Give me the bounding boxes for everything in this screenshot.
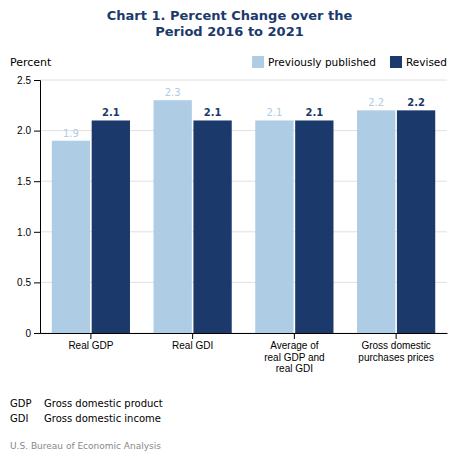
y-tick-mark (34, 181, 40, 182)
bar (295, 120, 333, 333)
y-axis: 0 0.5 1.0 1.5 2.0 2.5 (17, 75, 40, 339)
legend-swatch (252, 56, 264, 68)
grid-line (40, 80, 447, 81)
y-tick-label: 0 (25, 328, 31, 339)
footnote-text: Gross domestic product (44, 398, 163, 409)
bars (52, 100, 435, 333)
legend-item: Revised (390, 56, 447, 68)
source: U.S. Bureau of Economic Analysis (10, 441, 161, 451)
x-tick-mark (192, 333, 193, 339)
y-tick-mark (34, 333, 40, 334)
title-line: Period 2016 to 2021 (155, 24, 304, 39)
y-tick: 2.0 (17, 125, 40, 136)
y-tick: 0.5 (17, 277, 40, 288)
legend: Previously published Revised (252, 56, 447, 68)
y-tick-label: 1.0 (17, 227, 31, 238)
footnotes: GDP Gross domestic product GDI Gross domest… (10, 398, 163, 424)
y-tick-mark (34, 282, 40, 283)
data-label: 2.2 (368, 97, 384, 108)
y-tick: 0 (25, 328, 40, 339)
y-tick-mark (34, 80, 40, 81)
data-label: 2.1 (102, 107, 120, 118)
y-tick-mark (34, 131, 40, 132)
bar (52, 141, 90, 333)
footnote-text: Gross domestic income (44, 413, 161, 424)
x-axis-line (41, 333, 448, 334)
x-tick: Gross domesticpurchases prices (358, 333, 434, 363)
y-axis-label: Percent (10, 56, 52, 69)
bar (193, 120, 231, 333)
legend-label: Previously published (268, 56, 376, 68)
legend-label: Revised (406, 56, 447, 68)
footnote-abbr: GDP (10, 398, 31, 409)
legend-swatch (390, 56, 402, 68)
x-tick-label-line: Real GDP (68, 340, 113, 351)
data-label: 2.1 (266, 107, 282, 118)
x-tick-mark (294, 333, 295, 339)
x-tick-label: Average ofreal GDP andreal GDI (264, 340, 324, 374)
y-tick-label: 2.5 (17, 75, 31, 86)
x-tick-label-line: real GDI (276, 363, 313, 374)
grid (40, 80, 447, 333)
bar (397, 110, 435, 333)
x-tick-mark (396, 333, 397, 339)
x-tick-label: Gross domesticpurchases prices (358, 340, 434, 363)
x-tick-label-line: Gross domestic (361, 340, 430, 351)
x-tick: Real GDI (172, 333, 213, 351)
title-line: Chart 1. Percent Change over the (107, 8, 353, 23)
y-tick: 1.0 (17, 227, 40, 238)
y-tick-label: 1.5 (17, 176, 31, 187)
x-tick-label: Real GDP (68, 340, 113, 351)
y-tick: 2.5 (17, 75, 40, 86)
y-tick-label: 2.0 (17, 125, 31, 136)
data-label: 2.3 (165, 87, 181, 98)
x-tick-mark (90, 333, 91, 339)
x-tick-label-line: Real GDI (172, 340, 213, 351)
data-label: 2.1 (204, 107, 222, 118)
y-tick-label: 0.5 (17, 277, 31, 288)
data-label: 2.1 (305, 107, 323, 118)
x-tick-label-line: purchases prices (358, 352, 434, 363)
footnote-abbr: GDI (10, 413, 28, 424)
x-tick: Average ofreal GDP andreal GDI (264, 333, 324, 374)
x-tick-label-line: Average of (270, 340, 318, 351)
y-tick-mark (34, 232, 40, 233)
x-axis: Real GDP Real GDI Average ofreal GDP andre… (41, 333, 448, 374)
legend-item: Previously published (252, 56, 376, 68)
title: Chart 1. Percent Change over thePeriod 2… (107, 8, 353, 39)
data-label: 1.9 (63, 128, 79, 139)
bar (92, 120, 130, 333)
bar (357, 110, 395, 333)
x-tick-label: Real GDI (172, 340, 213, 351)
bar (255, 120, 293, 333)
chart-svg: Chart 1. Percent Change over thePeriod 2… (0, 0, 459, 459)
data-labels: 1.9 2.3 2.1 2.2 2.1 2.1 2.1 2.2 (63, 87, 425, 138)
bar (154, 100, 192, 333)
x-tick: Real GDP (68, 333, 113, 351)
data-label: 2.2 (407, 97, 425, 108)
y-tick: 1.5 (17, 176, 40, 187)
plot-area: 1.9 2.3 2.1 2.2 2.1 2.1 2.1 2.2 0 0.5 1.0 1.5 2.0 2.5… (17, 75, 447, 374)
y-axis-line (34, 81, 41, 334)
x-tick-label-line: real GDP and (264, 352, 324, 363)
